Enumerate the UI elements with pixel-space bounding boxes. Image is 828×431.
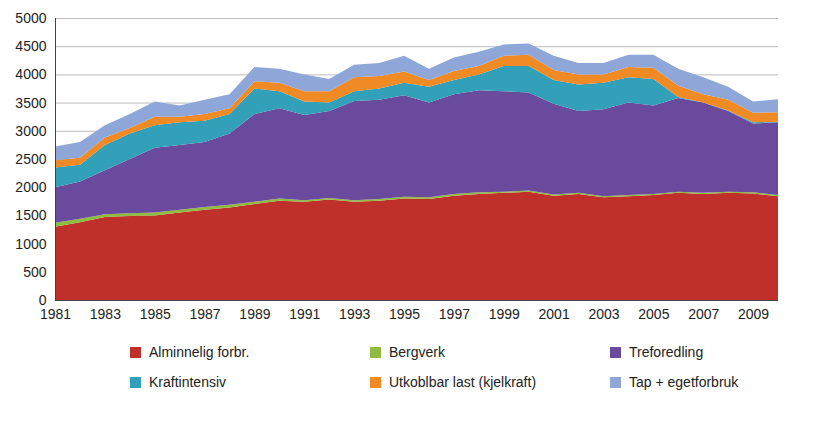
svg-text:1983: 1983 [90,306,121,322]
svg-text:1997: 1997 [439,306,470,322]
svg-text:1999: 1999 [489,306,520,322]
svg-text:1995: 1995 [389,306,420,322]
html-text:Treforedling: Treforedling [629,344,704,360]
svg-text:1985: 1985 [140,306,171,322]
svg-text:1000: 1000 [15,236,46,252]
svg-text:2009: 2009 [738,306,769,322]
html-text:Tap + egetforbruk: Tap + egetforbruk [629,374,739,390]
svg-text:1987: 1987 [190,306,221,322]
svg-text:4500: 4500 [15,38,46,54]
svg-text:1500: 1500 [15,207,46,223]
html-text:Bergverk: Bergverk [389,344,445,360]
svg-text:3500: 3500 [15,95,46,111]
svg-text:1993: 1993 [339,306,370,322]
svg-text:2003: 2003 [588,306,619,322]
svg-text:1981: 1981 [40,306,71,322]
svg-text:0: 0 [38,292,47,308]
svg-text:1989: 1989 [239,306,270,322]
html-text:Alminnelig forbr.: Alminnelig forbr. [149,344,250,360]
svg-text:5000: 5000 [15,10,46,26]
html-text:Utkoblbar last (kjelkraft): Utkoblbar last (kjelkraft) [389,374,536,390]
html-text:Kraftintensiv: Kraftintensiv [149,374,226,390]
svg-text:2007: 2007 [688,306,719,322]
svg-text:3000: 3000 [15,123,46,139]
svg-text:2500: 2500 [15,151,46,167]
svg-text:4000: 4000 [15,66,46,82]
svg-text:2000: 2000 [15,179,46,195]
svg-text:1991: 1991 [289,306,320,322]
svg-text:2001: 2001 [539,306,570,322]
svg-text:500: 500 [23,264,47,280]
svg-text:2005: 2005 [638,306,669,322]
